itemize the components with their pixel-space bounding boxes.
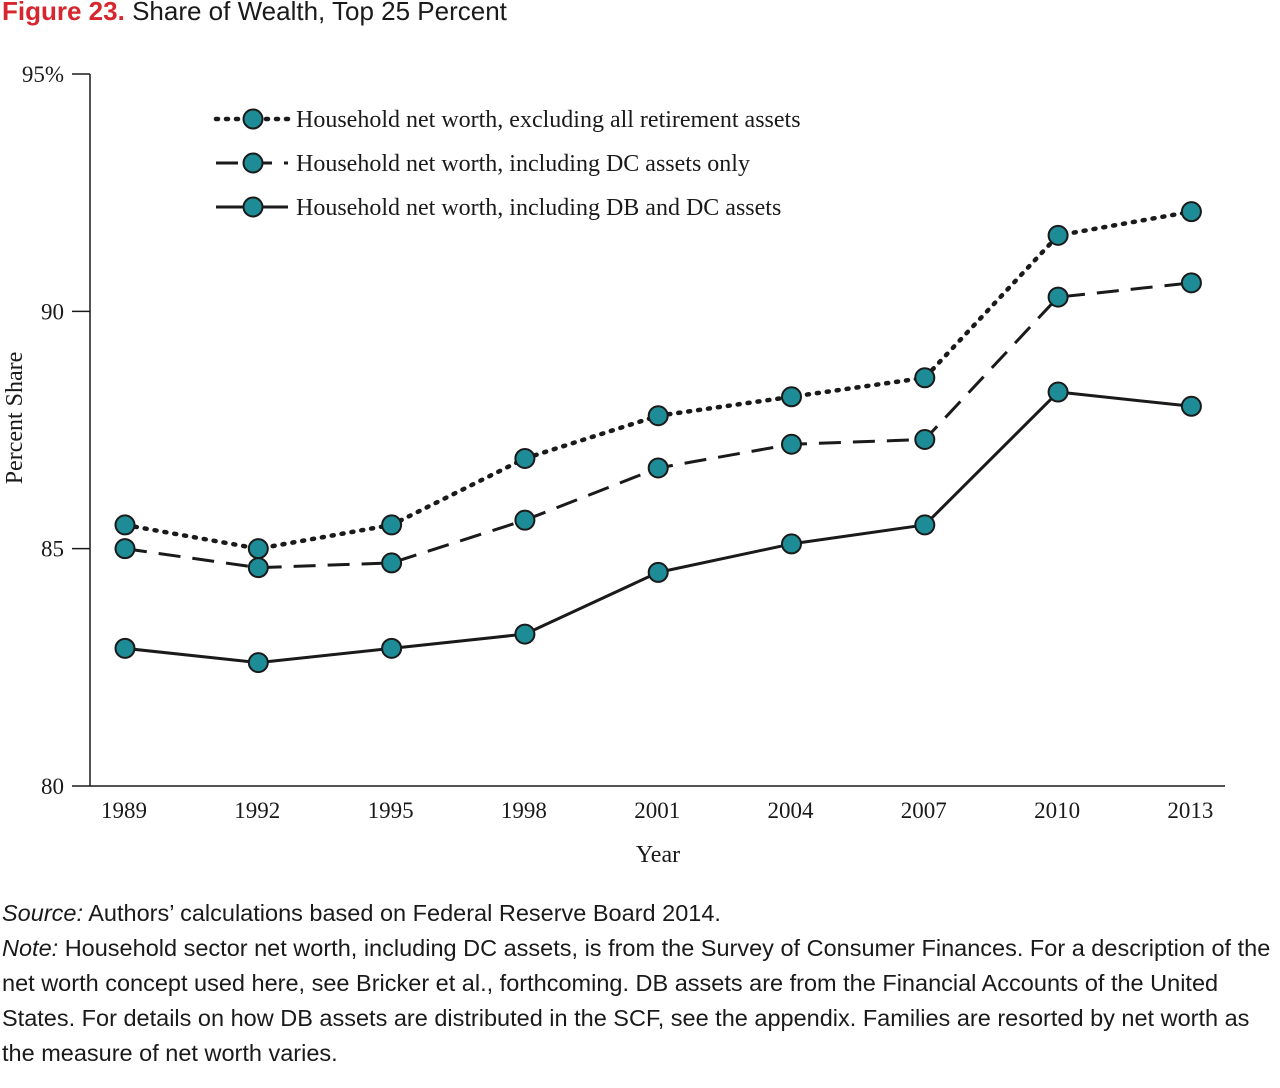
data-point <box>781 433 802 455</box>
data-point <box>647 561 669 583</box>
data-point <box>647 405 669 427</box>
note-text-block: Note: Household sector net worth, includ… <box>2 931 1278 1071</box>
data-point <box>114 538 136 560</box>
figure-title: Figure 23. Share of Wealth, Top 25 Perce… <box>2 0 507 27</box>
data-point <box>114 514 136 536</box>
data-point <box>381 552 403 574</box>
data-point <box>247 557 269 579</box>
figure-title-text: Share of Wealth, Top 25 Percent <box>132 0 507 26</box>
data-point <box>914 428 936 450</box>
source-text: Authors’ calculations based on Federal R… <box>83 900 721 926</box>
y-tick-label: 95% <box>22 62 64 87</box>
y-tick-label: 85 <box>41 537 64 562</box>
data-point <box>781 386 802 408</box>
data-point <box>381 514 403 536</box>
legend-marker <box>242 196 264 218</box>
source-label: Source: <box>2 900 83 926</box>
x-tick-label: 2001 <box>634 798 680 823</box>
data-point <box>114 637 136 659</box>
legend-label: Household net worth, including DB and DC… <box>296 195 781 221</box>
x-tick-label: 1992 <box>234 798 280 823</box>
data-point <box>914 514 936 536</box>
x-axis-label: Year <box>636 842 680 868</box>
series-line-1 <box>122 209 1194 551</box>
series-markers <box>114 201 1202 674</box>
x-tick-label: 2004 <box>768 798 815 823</box>
chart-axes: 80 85 90 95% 1989 1992 1995 1998 2001 2004 2007 201… <box>22 62 1225 823</box>
y-tick-label: 90 <box>41 299 64 324</box>
data-point <box>1180 272 1202 294</box>
x-tick-label: 1989 <box>101 798 147 823</box>
source-note: Source: Authors’ calculations based on F… <box>2 896 1278 931</box>
data-point <box>247 652 269 674</box>
data-point <box>514 509 536 531</box>
chart-legend: Household net worth, excluding all retir… <box>213 107 801 221</box>
note-text: Household sector net worth, including DC… <box>2 935 1271 1066</box>
data-point <box>1180 201 1202 223</box>
data-point <box>514 623 536 645</box>
data-point <box>781 533 802 555</box>
y-tick-label: 80 <box>41 774 64 799</box>
x-tick-label: 1998 <box>501 798 547 823</box>
data-point <box>381 637 403 659</box>
x-tick-label: 2007 <box>901 798 947 823</box>
note-label: Note: <box>2 935 59 961</box>
y-axis-label: Percent Share <box>2 352 28 485</box>
legend-label: Household net worth, excluding all retir… <box>296 107 801 133</box>
x-tick-label: 2010 <box>1034 798 1080 823</box>
data-point <box>514 447 536 469</box>
legend-marker <box>242 152 264 174</box>
x-tick-label: 1995 <box>368 798 414 823</box>
data-point <box>914 367 936 389</box>
series-line-3 <box>124 390 1192 665</box>
data-point <box>647 457 669 479</box>
data-point <box>1047 286 1069 308</box>
data-point <box>1180 395 1202 417</box>
figure-number: Figure 23. <box>2 0 125 26</box>
legend-label: Household net worth, including DC assets… <box>296 151 750 177</box>
data-point <box>1047 381 1069 403</box>
line-chart: 80 85 90 95% 1989 1992 1995 1998 2001 2004 2007 201… <box>2 62 1225 868</box>
legend-marker <box>242 108 264 130</box>
series-lines <box>122 209 1194 665</box>
x-tick-label: 2013 <box>1167 798 1213 823</box>
figure-notes: Source: Authors’ calculations based on F… <box>2 896 1278 1071</box>
data-point <box>247 538 269 560</box>
data-point <box>1047 224 1069 246</box>
